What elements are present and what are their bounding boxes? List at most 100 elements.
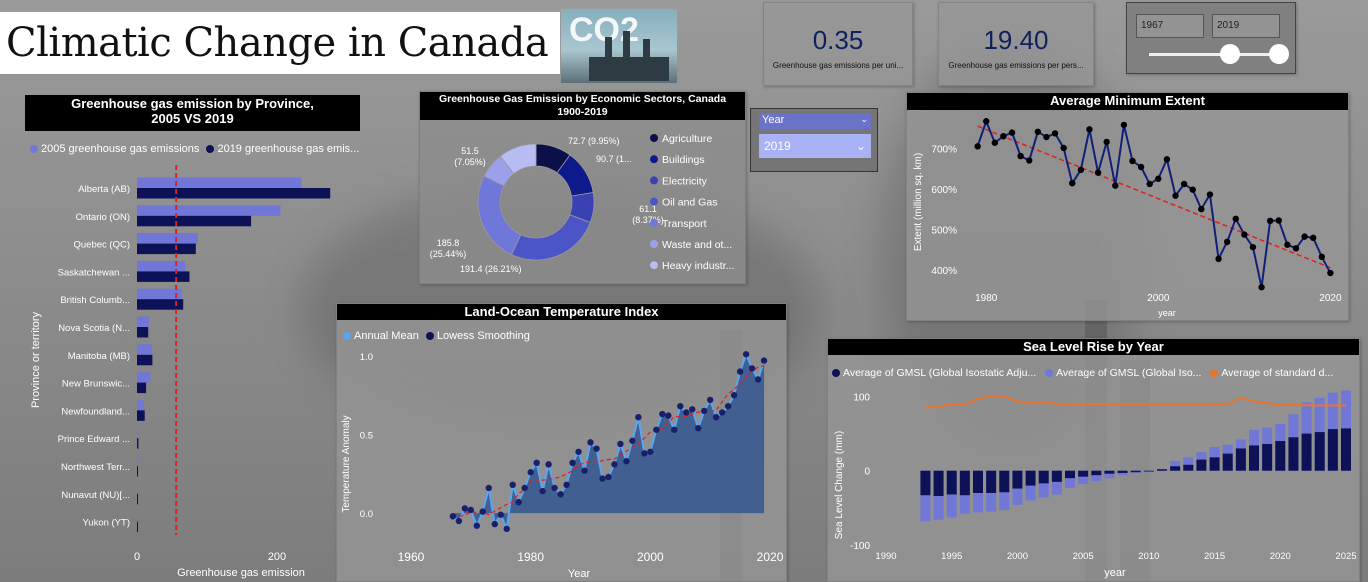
- extent-point: [1112, 182, 1119, 189]
- bar-2005: [137, 233, 198, 244]
- gmsl-bar: [1025, 470, 1036, 501]
- range-handle-start[interactable]: [1220, 44, 1240, 64]
- legend-label-annual: Annual Mean: [354, 330, 419, 342]
- annual-mean-point: [671, 426, 678, 433]
- gmsl-bar: [1091, 470, 1102, 482]
- annual-mean-point: [503, 525, 510, 533]
- legend-dot: [650, 261, 658, 270]
- annual-mean-point: [563, 481, 570, 489]
- category-label: Nova Scotia (N...: [58, 323, 130, 334]
- year-slicer-label: Year: [762, 114, 785, 126]
- range-handle-end[interactable]: [1269, 44, 1289, 64]
- annual-mean-point: [653, 426, 660, 433]
- gmsl-adjusted-bar: [959, 470, 970, 496]
- x-tick-label: 1980: [517, 550, 544, 564]
- y-axis-title: Extent (million sq. km): [913, 153, 924, 251]
- y-tick-label: 1.0: [360, 352, 373, 363]
- gmsl-bar: [1170, 461, 1181, 471]
- bar-2005: [137, 455, 139, 466]
- extent-point: [1008, 129, 1016, 136]
- gmsl-adjusted-bar: [1025, 470, 1036, 486]
- sector-donut: 72.7 (9.95%) 90.7 (1... 61.1(8.37%) 191.4 (…: [430, 133, 735, 274]
- y-tick-label: 0.5: [360, 430, 373, 441]
- category-label: Nunavut (NU)[...: [61, 490, 130, 501]
- gmsl-adjusted-bar: [1183, 464, 1194, 471]
- kpi-value: 19.40: [983, 25, 1049, 55]
- year-select[interactable]: 2019 ⌄: [759, 134, 871, 158]
- extent-line: [976, 118, 1332, 288]
- x-tick-label: 2000: [1007, 551, 1028, 562]
- donut-slice: [510, 214, 591, 261]
- slice-data-label: 185.8: [437, 238, 460, 248]
- donut-slice: [477, 175, 522, 256]
- annual-mean-point: [569, 459, 576, 467]
- legend-dot-annual: [343, 332, 351, 341]
- range-start-input[interactable]: 1967: [1136, 14, 1204, 38]
- legend-dot-2019: [206, 145, 215, 154]
- y-tick-label: 0: [864, 467, 870, 478]
- annual-mean-point: [575, 448, 582, 455]
- trend-line: [977, 125, 1331, 269]
- annual-mean-point: [497, 511, 504, 518]
- gmsl-adjusted-bar: [1143, 470, 1154, 472]
- gmsl-adjusted-bar: [1065, 470, 1075, 479]
- temperature-legend: Annual Mean Lowess Smoothing: [343, 330, 530, 342]
- extent-point: [1043, 133, 1050, 141]
- range-track[interactable]: [1149, 53, 1277, 56]
- annual-mean-point: [689, 406, 696, 413]
- x-axis-title: year: [1104, 567, 1126, 579]
- x-tick-label: 1960: [398, 550, 425, 564]
- legend-label-2005: 2005 greenhouse gas emissions: [41, 143, 200, 155]
- bar-2019: [137, 271, 190, 282]
- gmsl-adjusted-bar: [1091, 470, 1102, 476]
- annual-mean-point: [611, 461, 618, 468]
- bar-2019: [137, 438, 139, 449]
- bar-2019: [137, 521, 138, 533]
- slice-data-label: (8.37%): [632, 215, 664, 225]
- annual-mean-point: [701, 407, 708, 415]
- x-tick-label: 2015: [1204, 551, 1225, 562]
- range-end-input[interactable]: 2019: [1212, 14, 1280, 38]
- annual-mean-point: [695, 425, 702, 432]
- y-tick-label: 0.0: [360, 509, 373, 520]
- bar-2019: [137, 299, 184, 310]
- annual-mean-point: [545, 461, 552, 468]
- x-tick-label: 2020: [1270, 551, 1291, 562]
- category-label: Ontario (ON): [76, 212, 130, 223]
- category-label: Alberta (AB): [78, 184, 130, 195]
- bar-2005: [137, 372, 151, 383]
- x-tick-label: 2025: [1335, 551, 1356, 562]
- slice-data-label: 61.1: [639, 204, 657, 214]
- extent-point: [1284, 241, 1291, 248]
- min-extent-chart: 400% 500% 600% 700% 1980 2000 2020 Extent (mill…: [913, 118, 1342, 318]
- gmsl-adjusted-bar: [1117, 470, 1128, 473]
- slice-data-label: 191.4 (26.21%): [460, 264, 522, 274]
- year-selected-value: 2019: [764, 139, 791, 153]
- annual-mean-point: [467, 506, 475, 514]
- extent-point: [974, 143, 981, 150]
- annual-mean-point: [748, 365, 756, 372]
- annual-mean-point: [665, 412, 672, 419]
- annual-mean-point: [491, 520, 498, 528]
- x-tick-label: 0: [134, 551, 140, 563]
- annual-mean-point: [677, 402, 684, 410]
- gmsl-adjusted-bar: [1301, 433, 1312, 471]
- extent-point: [1155, 175, 1162, 182]
- gmsl-adjusted-bar: [1078, 470, 1089, 477]
- legend-dot: [650, 155, 658, 164]
- gmsl-adjusted-bar: [973, 470, 983, 493]
- x-tick-label: 2000: [1147, 293, 1170, 304]
- province-legend: 2005 greenhouse gas emissions 2019 green…: [30, 143, 359, 155]
- temperature-area: [452, 354, 765, 529]
- sea-level-card: Sea Level Rise by Year Average of GMSL (…: [827, 338, 1360, 582]
- y-axis-title: Province or territory: [30, 312, 42, 408]
- bar-2019: [137, 382, 147, 394]
- category-label: Saskatchewan ...: [58, 267, 130, 278]
- temperature-card: Land-Ocean Temperature Index Annual Mean…: [336, 303, 787, 582]
- province-chart-title: Greenhouse gas emission by Province, 200…: [25, 95, 360, 131]
- legend-label-std: Average of standard d...: [1221, 367, 1334, 379]
- extent-point: [1292, 245, 1300, 252]
- y-tick-label: 700%: [931, 144, 957, 155]
- annual-mean-point: [479, 508, 486, 515]
- bar-2005: [137, 316, 149, 327]
